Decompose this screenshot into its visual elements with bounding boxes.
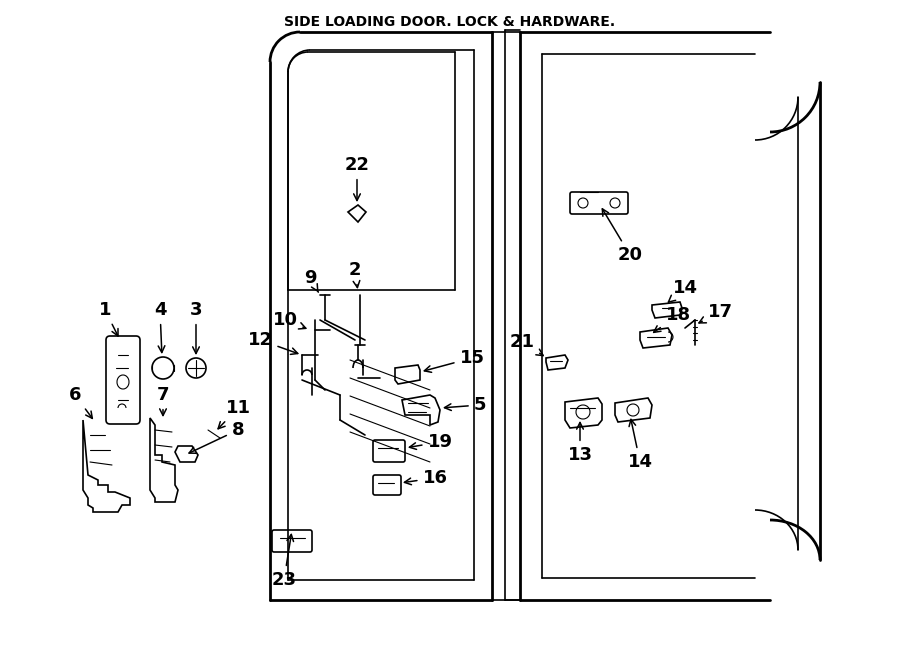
Polygon shape	[150, 418, 178, 502]
Text: 6: 6	[68, 386, 93, 418]
Text: 16: 16	[404, 469, 447, 487]
Polygon shape	[402, 395, 440, 425]
Text: 14: 14	[669, 279, 698, 302]
FancyBboxPatch shape	[106, 336, 140, 424]
Text: 20: 20	[602, 209, 643, 264]
FancyBboxPatch shape	[570, 192, 628, 214]
Text: SIDE LOADING DOOR. LOCK & HARDWARE.: SIDE LOADING DOOR. LOCK & HARDWARE.	[284, 15, 616, 29]
Text: 9: 9	[304, 269, 319, 292]
Text: 17: 17	[699, 303, 733, 323]
Text: 3: 3	[190, 301, 203, 354]
Circle shape	[578, 198, 588, 208]
Polygon shape	[652, 302, 682, 318]
Text: 18: 18	[653, 306, 690, 332]
Polygon shape	[83, 420, 130, 512]
Text: 14: 14	[627, 419, 652, 471]
Polygon shape	[640, 328, 672, 348]
Polygon shape	[175, 446, 198, 462]
Text: 2: 2	[349, 261, 361, 288]
Text: 10: 10	[273, 311, 306, 329]
FancyBboxPatch shape	[373, 475, 401, 495]
Polygon shape	[348, 205, 366, 222]
Text: 15: 15	[424, 349, 484, 372]
Text: 21: 21	[509, 333, 544, 356]
Circle shape	[152, 357, 174, 379]
Text: 8: 8	[189, 421, 244, 453]
Text: 23: 23	[272, 535, 296, 589]
Circle shape	[186, 358, 206, 378]
Text: 22: 22	[345, 156, 370, 200]
Text: 12: 12	[248, 331, 298, 354]
Text: 19: 19	[410, 433, 453, 451]
Text: 7: 7	[157, 386, 169, 416]
FancyBboxPatch shape	[272, 530, 312, 552]
Text: 1: 1	[99, 301, 118, 336]
Polygon shape	[546, 355, 568, 370]
Text: 5: 5	[445, 396, 486, 414]
Text: 4: 4	[154, 301, 166, 352]
Text: 11: 11	[218, 399, 250, 429]
FancyBboxPatch shape	[373, 440, 405, 462]
Polygon shape	[395, 365, 420, 384]
Polygon shape	[565, 398, 602, 428]
Circle shape	[610, 198, 620, 208]
Polygon shape	[615, 398, 652, 422]
Text: 13: 13	[568, 422, 592, 464]
